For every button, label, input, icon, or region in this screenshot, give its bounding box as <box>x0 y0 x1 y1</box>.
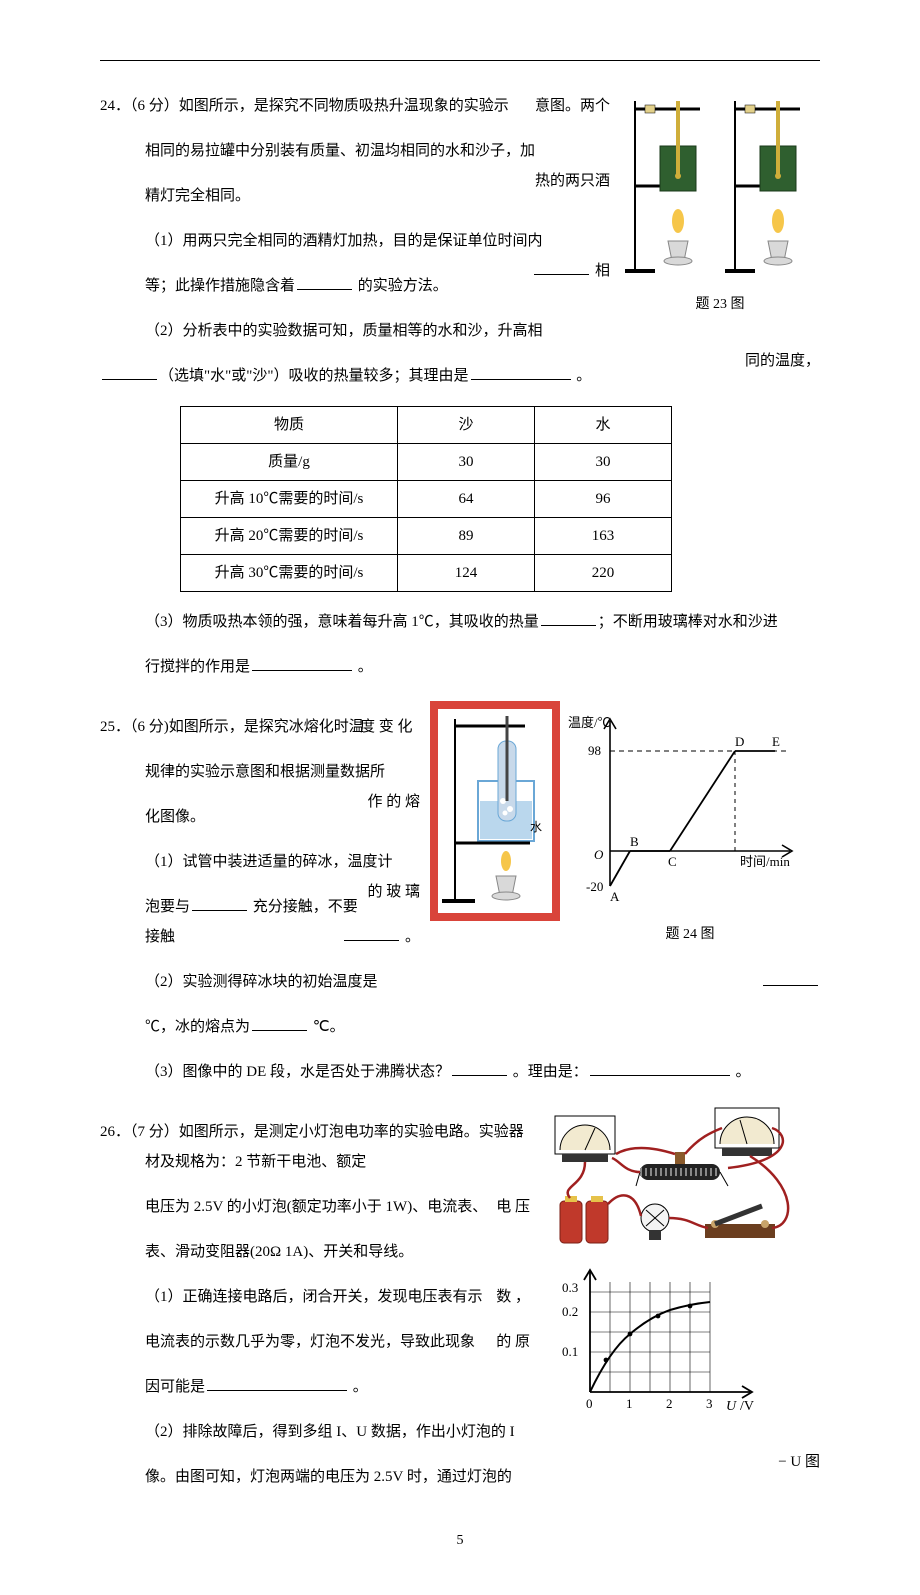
q25-l5: （2）实验测得碎冰块的初始温度是 <box>145 967 820 997</box>
svg-text:温度/℃: 温度/℃ <box>568 715 611 730</box>
svg-text:98: 98 <box>588 743 601 758</box>
table-cell: 水 <box>535 407 672 444</box>
svg-text:0.2: 0.2 <box>562 1304 578 1319</box>
svg-text:U: U <box>726 1399 737 1414</box>
q25-l6: ℃，冰的熔点为 ℃。 <box>145 1012 820 1042</box>
svg-text:0.3: 0.3 <box>562 1280 578 1295</box>
svg-text:-20: -20 <box>586 879 603 894</box>
svg-text:C: C <box>668 854 677 869</box>
table-cell: 物质 <box>181 407 398 444</box>
svg-text:B: B <box>630 834 639 849</box>
table-cell: 质量/g <box>181 444 398 481</box>
page-number: 5 <box>100 1527 820 1555</box>
table-cell: 220 <box>535 555 672 592</box>
q24-p3b: 行搅拌的作用是 。 <box>145 652 820 682</box>
iu-chart: 0.1 0.2 0.3 0 1 2 3 U /V <box>550 1262 790 1422</box>
q25-l7: （3）图像中的 DE 段，水是否处于沸腾状态？ 。理由是： 。 <box>145 1057 820 1087</box>
fig24-caption: 题 24 图 <box>560 921 820 949</box>
svg-text:2: 2 <box>666 1396 673 1411</box>
q24-p3: （3）物质吸热本领的强，意味着每升高 1℃，其吸收的热量；不断用玻璃棒对水和沙进 <box>145 607 820 637</box>
table-cell: 64 <box>398 481 535 518</box>
table-cell: 升高 10℃需要的时间/s <box>181 481 398 518</box>
table-cell: 升高 20℃需要的时间/s <box>181 518 398 555</box>
table-cell: 163 <box>535 518 672 555</box>
table-cell: 30 <box>535 444 672 481</box>
table-cell: 30 <box>398 444 535 481</box>
svg-text:/V: /V <box>740 1399 754 1414</box>
table-cell: 升高 30℃需要的时间/s <box>181 555 398 592</box>
fig23-caption: 题 23 图 <box>620 291 820 319</box>
svg-text:D: D <box>735 734 744 749</box>
q24-p2b: （选填"水"或"沙"）吸收的热量较多；其理由是 。 <box>100 361 820 391</box>
svg-text:时间/min: 时间/min <box>740 854 790 869</box>
svg-text:0.1: 0.1 <box>562 1344 578 1359</box>
q24-p2: （2）分析表中的实验数据可知，质量相等的水和沙，升高相 同的温度， <box>145 316 820 346</box>
q24-data-table: 物质沙水质量/g3030升高 10℃需要的时间/s6496升高 20℃需要的时间… <box>180 406 672 592</box>
svg-text:3: 3 <box>706 1396 713 1411</box>
svg-text:1: 1 <box>626 1396 633 1411</box>
svg-text:O: O <box>594 847 604 862</box>
table-cell: 89 <box>398 518 535 555</box>
circuit-diagram <box>540 1106 820 1256</box>
svg-text:0: 0 <box>586 1396 593 1411</box>
table-cell: 沙 <box>398 407 535 444</box>
svg-text:水: 水 <box>530 820 542 834</box>
svg-text:E: E <box>772 734 780 749</box>
svg-text:A: A <box>610 889 620 904</box>
table-cell: 124 <box>398 555 535 592</box>
q26-l7: 像。由图可知，灯泡两端的电压为 2.5V 时，通过灯泡的 <box>145 1462 820 1492</box>
temp-time-chart: 温度/℃ 98 时间/min O -20 A B C D E <box>560 711 810 921</box>
ice-melt-apparatus: 水 <box>430 701 560 921</box>
table-cell: 96 <box>535 481 672 518</box>
apparatus-heat-diagram <box>620 91 820 291</box>
